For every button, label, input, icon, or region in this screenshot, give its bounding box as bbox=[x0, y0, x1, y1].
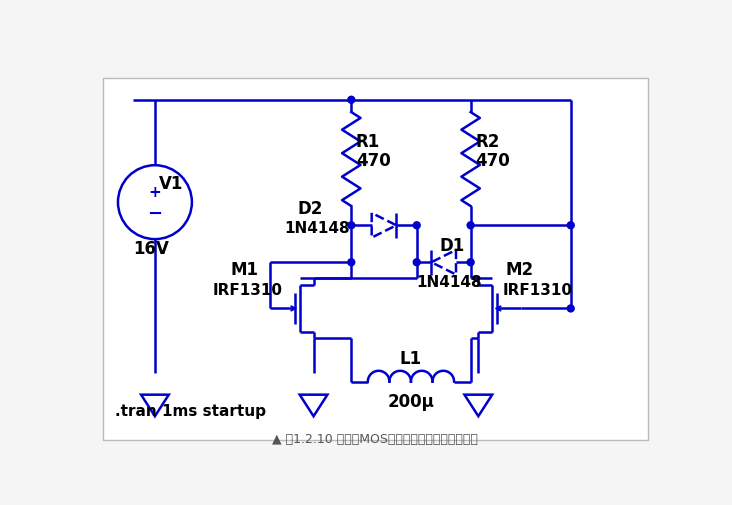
Circle shape bbox=[567, 306, 574, 312]
Text: M1: M1 bbox=[231, 261, 258, 279]
Text: 1N4148: 1N4148 bbox=[417, 274, 482, 289]
Circle shape bbox=[467, 259, 474, 266]
Text: M2: M2 bbox=[505, 261, 534, 279]
Text: .tran 1ms startup: .tran 1ms startup bbox=[115, 403, 266, 418]
Text: 470: 470 bbox=[356, 152, 391, 170]
Text: 200μ: 200μ bbox=[387, 392, 434, 410]
Text: L1: L1 bbox=[400, 350, 422, 368]
Text: D1: D1 bbox=[440, 237, 465, 255]
Text: IRF1310: IRF1310 bbox=[503, 283, 573, 298]
Text: ▲ 图1.2.10 在两个MOS管的漏极之间增加一个电感: ▲ 图1.2.10 在两个MOS管的漏极之间增加一个电感 bbox=[272, 432, 478, 445]
Text: V1: V1 bbox=[159, 175, 183, 192]
Circle shape bbox=[348, 97, 355, 104]
Text: 16V: 16V bbox=[133, 240, 169, 258]
Text: −: − bbox=[147, 205, 163, 223]
Circle shape bbox=[467, 222, 474, 229]
Text: R2: R2 bbox=[475, 132, 500, 150]
Text: 470: 470 bbox=[475, 152, 510, 170]
Text: 1N4148: 1N4148 bbox=[284, 221, 350, 236]
Circle shape bbox=[348, 259, 355, 266]
Circle shape bbox=[567, 222, 574, 229]
Text: D2: D2 bbox=[297, 200, 323, 218]
Circle shape bbox=[414, 259, 420, 266]
Circle shape bbox=[348, 222, 355, 229]
Text: IRF1310: IRF1310 bbox=[213, 283, 283, 298]
Text: R1: R1 bbox=[356, 132, 380, 150]
Circle shape bbox=[414, 222, 420, 229]
Text: +: + bbox=[149, 184, 161, 199]
